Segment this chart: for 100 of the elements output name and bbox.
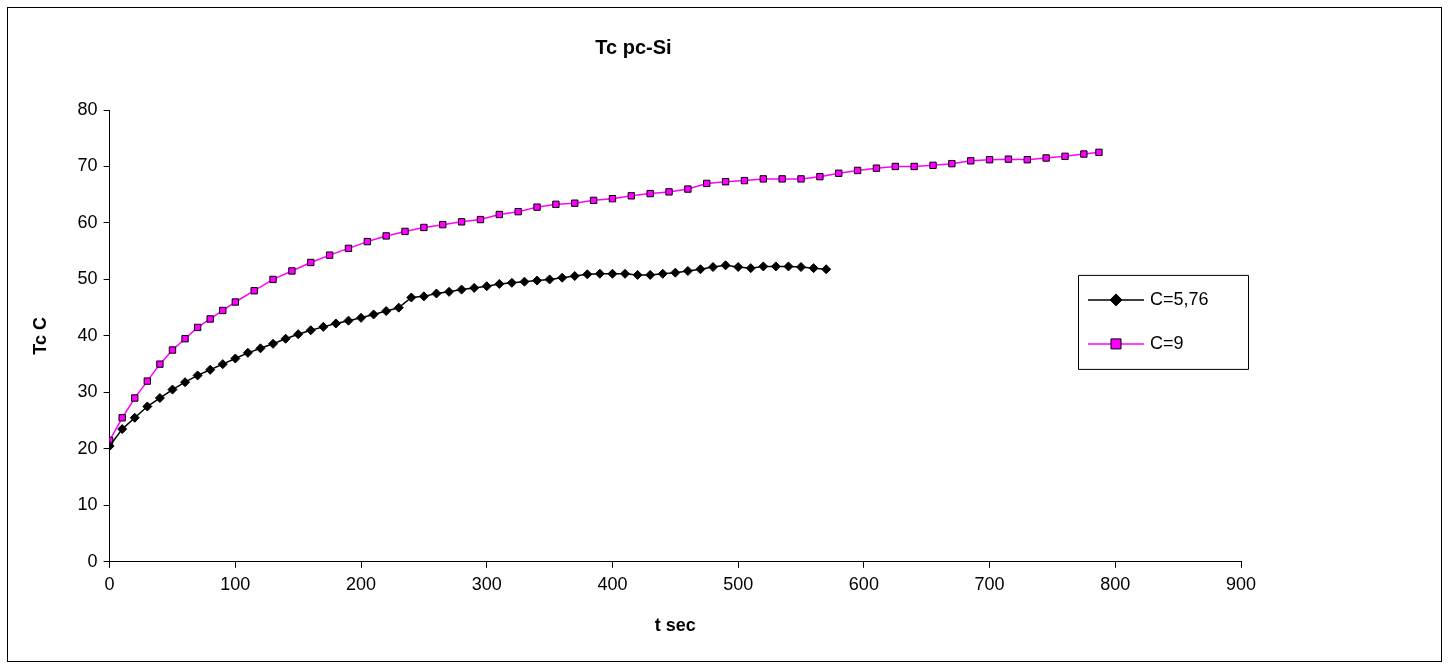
point bbox=[343, 315, 354, 326]
point bbox=[910, 162, 918, 171]
point bbox=[318, 321, 329, 332]
x-tick-label: 600 bbox=[848, 573, 879, 594]
y-tick-label: 20 bbox=[77, 437, 98, 458]
point bbox=[131, 394, 139, 402]
point bbox=[519, 276, 530, 287]
point bbox=[708, 262, 719, 272]
point bbox=[129, 412, 140, 423]
point bbox=[985, 156, 994, 164]
point bbox=[181, 335, 189, 343]
legend-label: C=9 bbox=[1150, 332, 1184, 353]
point bbox=[230, 353, 241, 364]
point bbox=[193, 323, 202, 332]
y-tick-label: 0 bbox=[87, 550, 98, 571]
point bbox=[418, 291, 429, 302]
point bbox=[682, 265, 693, 276]
point bbox=[305, 325, 316, 336]
point bbox=[569, 271, 580, 282]
point bbox=[431, 288, 442, 299]
point bbox=[255, 343, 266, 354]
point bbox=[406, 292, 417, 303]
point bbox=[219, 306, 227, 315]
point bbox=[740, 176, 749, 185]
x-tick-label: 300 bbox=[471, 573, 502, 594]
legend-label: C=5,76 bbox=[1150, 288, 1209, 309]
point bbox=[381, 306, 392, 317]
point bbox=[720, 260, 731, 271]
x-tick-label: 500 bbox=[723, 573, 754, 594]
point bbox=[607, 268, 618, 279]
point bbox=[495, 210, 503, 219]
x-tick-label: 400 bbox=[597, 573, 628, 594]
point bbox=[325, 251, 334, 259]
point bbox=[684, 185, 692, 193]
point bbox=[143, 377, 152, 385]
point bbox=[250, 287, 258, 295]
point bbox=[552, 200, 560, 208]
point bbox=[627, 192, 635, 200]
y-tick-label: 80 bbox=[77, 98, 98, 119]
point bbox=[180, 377, 191, 388]
x-tick-label: 700 bbox=[974, 573, 1005, 594]
point bbox=[156, 360, 164, 368]
x-tick-label: 0 bbox=[104, 573, 115, 594]
point bbox=[665, 188, 673, 196]
point bbox=[456, 284, 467, 295]
point bbox=[192, 370, 203, 381]
point bbox=[1061, 152, 1069, 160]
point bbox=[532, 275, 543, 286]
point bbox=[293, 329, 304, 340]
point bbox=[582, 269, 593, 280]
point bbox=[469, 282, 480, 293]
point bbox=[853, 166, 862, 175]
point bbox=[288, 267, 296, 275]
point bbox=[476, 215, 485, 224]
point bbox=[481, 281, 492, 292]
point bbox=[557, 272, 568, 283]
point bbox=[632, 269, 643, 280]
point bbox=[657, 268, 668, 279]
point bbox=[721, 178, 730, 186]
point bbox=[589, 196, 598, 205]
point bbox=[444, 286, 455, 297]
point bbox=[533, 203, 541, 211]
point bbox=[695, 264, 706, 275]
point bbox=[1095, 148, 1103, 157]
point bbox=[797, 175, 805, 183]
point bbox=[796, 262, 807, 272]
point bbox=[645, 269, 656, 280]
point bbox=[330, 318, 341, 329]
point bbox=[514, 207, 522, 216]
point bbox=[733, 262, 744, 272]
y-tick-label: 60 bbox=[77, 211, 98, 232]
point bbox=[393, 302, 404, 313]
point bbox=[118, 414, 126, 422]
point bbox=[269, 275, 277, 284]
point bbox=[356, 312, 367, 323]
point bbox=[382, 232, 390, 240]
point bbox=[872, 164, 881, 172]
y-tick-label: 70 bbox=[77, 155, 98, 176]
point bbox=[344, 244, 353, 253]
x-tick-label: 900 bbox=[1225, 573, 1257, 594]
point bbox=[154, 393, 165, 404]
point bbox=[242, 347, 253, 358]
point bbox=[439, 220, 447, 229]
x-tick-label: 100 bbox=[220, 573, 251, 594]
y-tick-label: 30 bbox=[77, 381, 98, 402]
y-tick-label: 10 bbox=[77, 494, 98, 515]
point bbox=[770, 261, 781, 272]
point bbox=[1080, 150, 1088, 158]
y-axis-title: Tc C bbox=[29, 317, 50, 355]
point bbox=[368, 309, 379, 320]
chart-title: Tc pc-Si bbox=[595, 35, 672, 58]
point bbox=[506, 277, 517, 288]
y-tick-label: 40 bbox=[77, 324, 98, 345]
point bbox=[231, 298, 240, 306]
point bbox=[420, 223, 428, 232]
point bbox=[217, 359, 228, 370]
point bbox=[363, 237, 372, 246]
point bbox=[646, 189, 654, 198]
point bbox=[948, 159, 956, 168]
point bbox=[205, 364, 216, 375]
